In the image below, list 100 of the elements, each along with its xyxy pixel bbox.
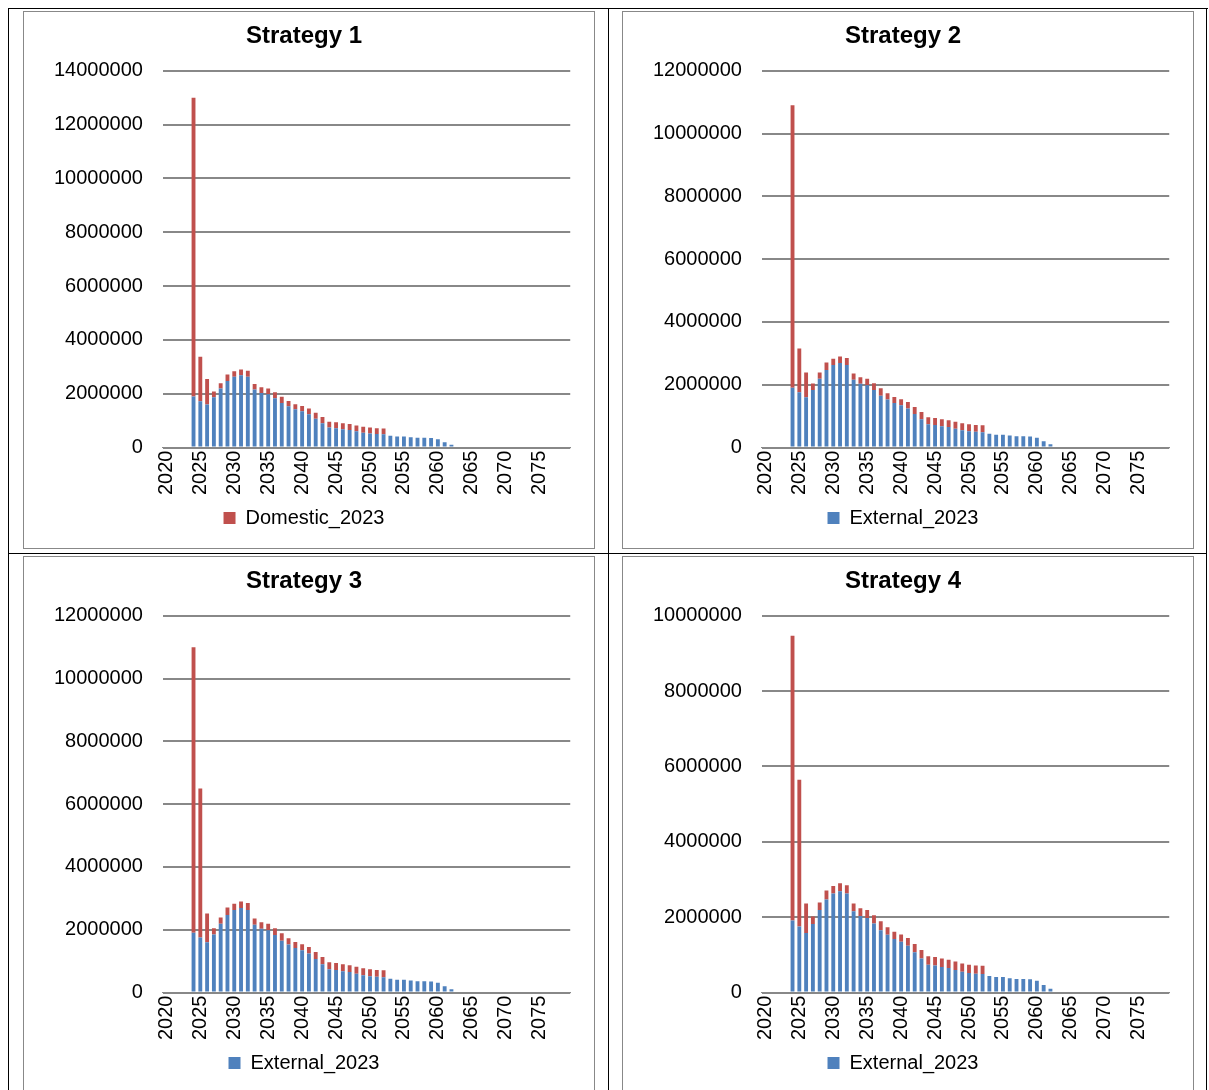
bar [817,372,822,379]
bar [939,966,944,992]
x-tick-label: 2050 [357,995,380,1041]
bar [238,901,243,909]
bar [374,976,379,992]
bar [878,921,883,931]
bar [878,388,883,396]
bar [394,979,399,992]
bar [292,941,297,948]
bar [381,970,386,978]
bar [905,937,910,946]
bar [1007,435,1012,447]
bar [878,930,883,992]
bar [932,965,937,992]
bar [993,434,998,447]
bar [1034,980,1039,992]
bar [442,986,447,992]
bar [1020,436,1025,447]
bar [959,430,964,447]
bar [340,971,345,992]
bar [197,937,202,992]
bar [817,910,822,992]
bar [211,934,216,992]
bar [952,969,957,992]
bar [1041,441,1046,447]
bar [891,939,896,992]
bar [980,974,985,992]
legend-label: External_2023 [849,1050,978,1074]
bar [986,975,991,992]
legend-label: External_2023 [250,1050,379,1074]
bar [347,972,352,992]
x-tick-label: 2065 [458,995,481,1041]
x-tick-label: 2020 [752,450,775,496]
chart-title: Strategy 1 [245,21,362,49]
bar [952,428,957,447]
bar [292,947,297,992]
bar [898,941,903,992]
y-tick-label: 14000000 [53,58,143,81]
bar [326,969,331,992]
bar [817,902,822,911]
bar [272,928,277,936]
bar [905,401,910,409]
y-tick-label: 4000000 [64,327,143,350]
bar [980,425,985,433]
bar [353,973,358,992]
y-tick-label: 0 [730,435,742,458]
x-tick-label: 2065 [1057,450,1080,496]
legend-label: Domestic_2023 [245,505,384,529]
bar [258,922,263,929]
bar [279,940,284,992]
x-tick-label: 2035 [255,450,278,496]
bar [796,348,801,393]
bar [204,942,209,992]
x-tick-label: 2055 [390,450,413,496]
bar [299,944,304,951]
bar [959,423,964,431]
bar [980,432,985,447]
chart-title: Strategy 2 [844,21,961,49]
x-tick-label: 2055 [390,995,413,1041]
bar [952,961,957,970]
bar [966,424,971,432]
bar [231,903,236,910]
bar [837,891,842,992]
y-tick-label: 6000000 [663,754,742,776]
bar [925,956,930,965]
x-tick-label: 2075 [526,995,549,1041]
x-tick-label: 2020 [153,450,176,496]
bar [367,976,372,992]
bar [279,933,284,941]
x-tick-label: 2040 [888,995,911,1041]
bar [946,420,951,428]
bar [299,950,304,992]
x-tick-label: 2025 [786,450,809,496]
bar [857,916,862,992]
y-tick-label: 12000000 [53,112,143,135]
bar [932,424,937,447]
bar [871,915,876,924]
y-tick-label: 0 [131,980,143,1003]
bar [313,958,318,992]
bar [912,413,917,447]
y-tick-label: 2000000 [663,904,742,927]
x-tick-label: 2040 [888,450,911,496]
bar [245,903,250,910]
y-tick-label: 2000000 [64,917,143,940]
x-tick-label: 2045 [922,995,945,1041]
bar [1027,436,1032,447]
bar [844,364,849,447]
bar [252,924,257,992]
bar [353,966,358,974]
bar [844,885,849,894]
bar [837,883,842,892]
bar [796,779,801,927]
y-tick-label: 10000000 [652,603,742,626]
bar [340,964,345,972]
bar [387,978,392,992]
bar [946,427,951,447]
y-tick-label: 10000000 [53,165,143,188]
bar [1020,978,1025,992]
bar [347,965,352,973]
y-tick-label: 2000000 [663,372,742,395]
